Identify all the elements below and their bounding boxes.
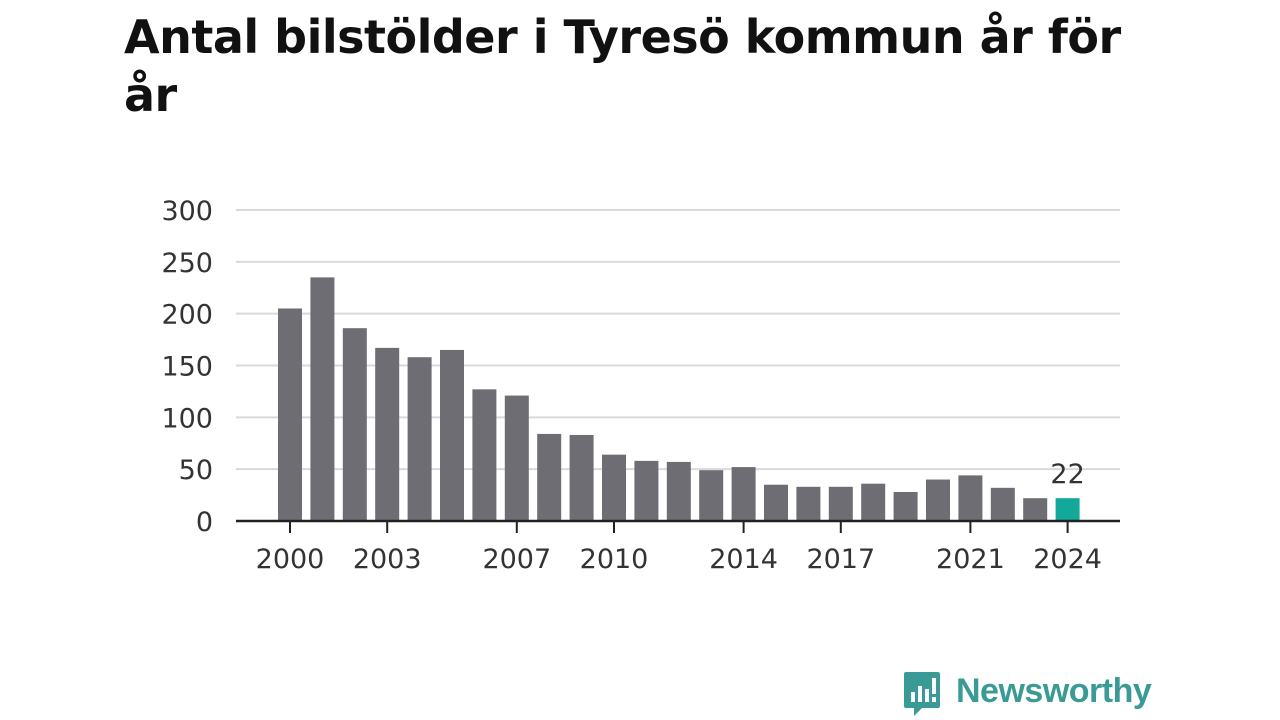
bar-2015 — [764, 484, 788, 521]
bar-2000 — [278, 308, 302, 521]
bar-2012 — [666, 461, 691, 521]
bar-2022 — [990, 487, 1015, 521]
bar-2006 — [472, 389, 497, 521]
bar-2003 — [375, 347, 400, 521]
x-tick-label: 2014 — [709, 544, 778, 575]
bar-2001 — [310, 277, 335, 521]
y-axis-tick-labels: 0 50 100 150 200 250 300 — [161, 196, 213, 538]
bar-2018 — [861, 483, 886, 521]
y-tick-label: 100 — [161, 403, 213, 434]
x-tick-label: 2021 — [936, 544, 1005, 575]
bar-2013 — [699, 470, 724, 521]
y-tick-label: 150 — [161, 352, 213, 383]
y-tick-label: 300 — [161, 196, 213, 227]
x-tick-label: 2010 — [580, 544, 649, 575]
bar-2010 — [602, 454, 626, 521]
x-tick-label: 2000 — [256, 544, 325, 575]
data-label-2024: 22 — [1050, 459, 1084, 490]
bar-2005 — [440, 349, 464, 521]
bar-2002 — [342, 328, 367, 521]
x-tick-label: 2007 — [482, 544, 551, 575]
bar-2023 — [1023, 498, 1048, 521]
bar-2007 — [504, 395, 529, 521]
bar-2014 — [731, 467, 756, 521]
bar-2021 — [958, 475, 983, 521]
chart-title: Antal bilstölder i Tyresö kommun år för … — [124, 10, 1121, 122]
bar-2008 — [537, 433, 562, 521]
y-tick-label: 50 — [179, 455, 213, 486]
chart-speech-bubble-icon — [904, 672, 940, 716]
bar-2017 — [828, 486, 853, 521]
y-tick-label: 200 — [161, 300, 213, 331]
bar-2011 — [634, 460, 659, 521]
bar-2019 — [893, 491, 918, 521]
bar-2020 — [926, 479, 950, 521]
x-axis-tick-labels: 2000 2003 2007 2010 2014 2017 2021 2024 — [256, 521, 1102, 575]
bars — [278, 277, 1080, 521]
bar-2009 — [569, 434, 594, 521]
x-tick-label: 2003 — [353, 544, 422, 575]
bar-2016 — [796, 486, 821, 521]
y-tick-label: 0 — [196, 507, 213, 538]
bar-2004 — [407, 357, 432, 521]
y-tick-label: 250 — [161, 248, 213, 279]
annotations: 22 — [1050, 459, 1084, 490]
brand-logo: Newsworthy — [902, 670, 1152, 720]
x-tick-label: 2017 — [806, 544, 875, 575]
brand-name: Newsworthy — [956, 672, 1152, 710]
x-tick-label: 2024 — [1033, 544, 1102, 575]
bar-2024 — [1055, 498, 1080, 521]
grid-lines — [236, 209, 1120, 471]
